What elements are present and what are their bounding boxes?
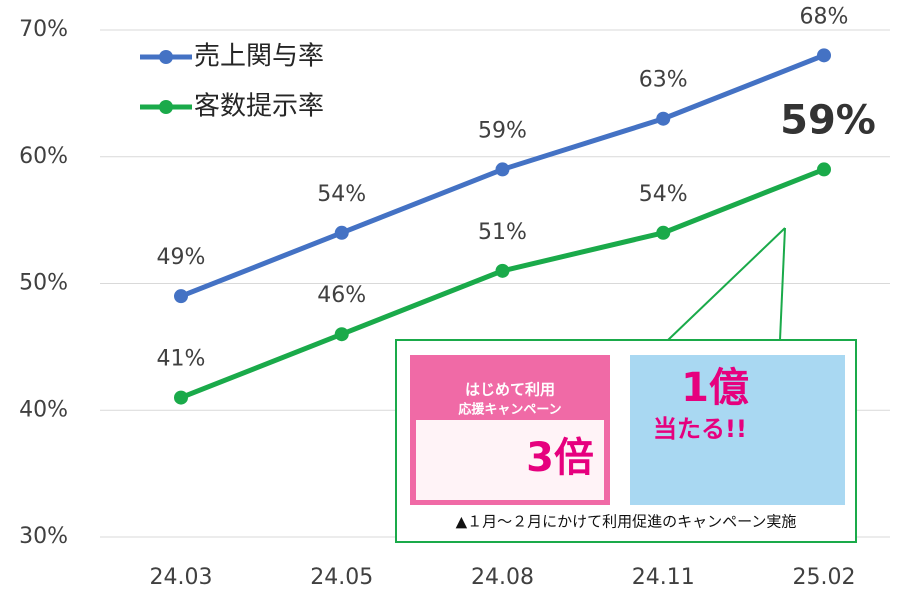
data-point xyxy=(174,390,188,405)
y-tick-label: 50% xyxy=(19,271,68,296)
data-label: 59% xyxy=(780,97,876,143)
x-tick-label: 24.05 xyxy=(310,565,373,590)
ad-text: 当たる!! xyxy=(653,415,747,443)
x-tick-label: 24.11 xyxy=(632,565,695,590)
data-point xyxy=(656,111,671,126)
annotation-caption: ▲１月～２月にかけて利用促進のキャンペーン実施 xyxy=(456,513,797,531)
x-tick-label: 25.02 xyxy=(793,565,856,590)
series-layer: 49% 54% 59% 63% 68% 売上関与率 41% 46% 51% 54% 59% 客数提示率 xyxy=(140,4,876,405)
y-tick-label: 40% xyxy=(19,397,68,422)
legend-marker xyxy=(159,100,173,114)
y-tick-label: 60% xyxy=(19,144,68,169)
data-point xyxy=(495,162,510,177)
data-point xyxy=(334,327,349,342)
data-label: 51% xyxy=(478,220,527,245)
data-point xyxy=(817,48,831,63)
data-label: 68% xyxy=(800,4,849,29)
data-point xyxy=(174,289,188,304)
data-point xyxy=(656,225,671,240)
data-label: 63% xyxy=(639,68,688,93)
ad-image xyxy=(630,355,845,505)
ad-text: 1億 xyxy=(681,365,749,411)
legend-text: 客数提示率 xyxy=(194,92,324,122)
x-tick-label: 24.03 xyxy=(150,565,213,590)
callout-line xyxy=(779,227,786,341)
x-tick-label: 24.08 xyxy=(471,565,534,590)
data-label: 41% xyxy=(157,347,206,372)
ad-panel xyxy=(416,420,604,500)
y-tick-label: 30% xyxy=(19,524,68,549)
data-label: 59% xyxy=(478,118,527,143)
annotation: はじめて利用 応援キャンペーン 3倍 1億 当たる!! ▲１月～２月にかけて利用… xyxy=(395,227,857,543)
data-label: 54% xyxy=(639,182,688,207)
data-label: 46% xyxy=(317,283,366,308)
ad-text: はじめて利用 xyxy=(465,381,555,399)
data-point xyxy=(334,225,349,240)
y-tick-label: 70% xyxy=(19,17,68,42)
legend-text: 売上関与率 xyxy=(194,42,324,72)
legend-marker xyxy=(159,50,173,64)
ad-text: 3倍 xyxy=(526,435,594,481)
data-label: 54% xyxy=(317,182,366,207)
callout-line xyxy=(667,227,786,341)
data-point xyxy=(817,162,831,177)
data-label: 49% xyxy=(157,245,206,270)
data-point xyxy=(495,263,510,278)
plot: 30% 40% 50% 60% 70% 24.03 24.05 24.08 24.11 25.02 xyxy=(19,17,890,590)
ad-text: 応援キャンペーン xyxy=(458,402,561,418)
